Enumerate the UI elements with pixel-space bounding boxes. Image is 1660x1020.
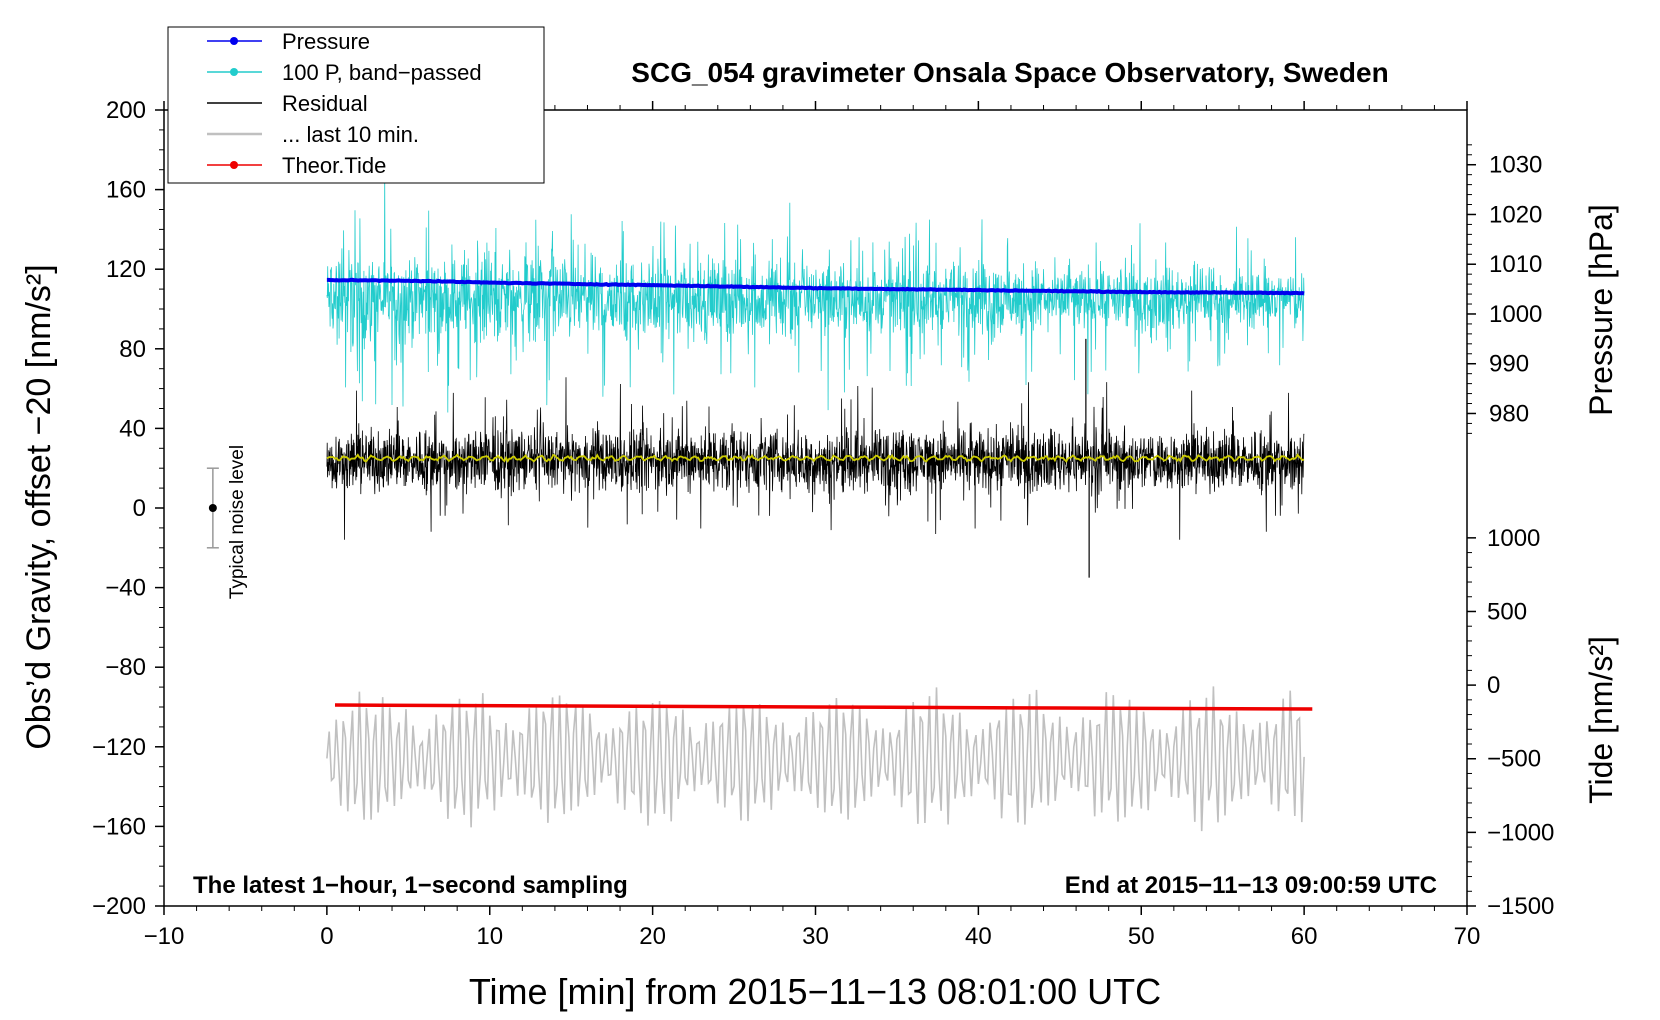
y-pressure-tick-label: 1020	[1489, 201, 1542, 228]
x-tick-label: 60	[1291, 923, 1318, 950]
series-smoothed-residual-line	[326, 453, 1305, 463]
y-left-tick-label: −40	[105, 575, 146, 602]
series-theor-tide-line	[334, 703, 1313, 711]
y-left-tick-label: 120	[106, 256, 146, 283]
y-tide-tick-label: −1500	[1487, 893, 1554, 920]
legend-swatch-marker	[230, 68, 238, 76]
y-axis-tide-label: Tide [nm/s²]	[1583, 636, 1619, 804]
y-left-tick-label: −80	[105, 654, 146, 681]
legend-swatch-marker	[230, 161, 238, 169]
y-tide-tick-label: −500	[1487, 746, 1541, 773]
annotation-end-time: End at 2015−11−13 09:00:59 UTC	[1065, 872, 1437, 899]
x-tick-label: 30	[802, 923, 829, 950]
annotation-latest-hour: The latest 1−hour, 1−second sampling	[193, 872, 628, 899]
y-pressure-tick-label: 980	[1489, 400, 1529, 427]
y-left-tick-label: −160	[92, 813, 146, 840]
x-tick-label: −10	[144, 923, 185, 950]
series-pressure-line	[326, 277, 1305, 296]
y-tide-tick-label: 1000	[1487, 525, 1540, 552]
legend-entry: ... last 10 min.	[207, 122, 419, 147]
legend-entry: Pressure	[207, 29, 370, 54]
legend-entry: Residual	[207, 91, 368, 116]
series-last-10-min-line	[326, 686, 1305, 832]
noise-level-label: Typical noise level	[227, 445, 248, 599]
legend-label: Pressure	[282, 29, 370, 54]
legend-entry: 100 P, band−passed	[207, 60, 482, 85]
y-pressure-tick-label: 990	[1489, 351, 1529, 378]
y-tide-tick-label: 0	[1487, 672, 1500, 699]
ticks-layer: −10 0 10 20 30 40 50 60 7020016012080400−40−80−1…	[92, 97, 1554, 950]
y-left-tick-label: 200	[106, 97, 146, 124]
series-layer	[206, 169, 1313, 832]
y-pressure-tick-label: 1030	[1489, 152, 1542, 179]
series-residual-line	[326, 377, 1305, 540]
x-tick-label: 0	[320, 923, 333, 950]
x-tick-label: 40	[965, 923, 992, 950]
noise-marker-dot	[208, 504, 217, 512]
legend-label: Residual	[282, 91, 368, 116]
x-tick-label: 20	[639, 923, 666, 950]
x-tick-label: 10	[476, 923, 503, 950]
x-axis-label: Time [min] from 2015−11−13 08:01:00 UTC	[469, 971, 1161, 1012]
legend-label: Theor.Tide	[282, 153, 386, 178]
y-axis-left-label: Obs’d Gravity, offset −20 [nm/s²]	[20, 264, 58, 749]
y-tide-tick-label: −1000	[1487, 819, 1554, 846]
y-pressure-tick-label: 1010	[1489, 251, 1542, 278]
legend-box	[167, 26, 545, 184]
y-left-tick-label: 160	[106, 177, 146, 204]
y-left-tick-label: 0	[133, 495, 146, 522]
y-tide-tick-label: 500	[1487, 598, 1527, 625]
y-axis-pressure-label: Pressure [hPa]	[1583, 204, 1619, 416]
y-left-tick-label: −120	[92, 734, 146, 761]
y-pressure-tick-label: 1000	[1489, 301, 1542, 328]
legend-swatch-marker	[230, 37, 238, 45]
chart-title: SCG_054 gravimeter Onsala Space Observat…	[631, 57, 1388, 88]
legend-label: ... last 10 min.	[282, 122, 419, 147]
legend: Pressure 100 P, band−passed Residual ... la…	[167, 26, 545, 184]
x-tick-label: 70	[1454, 923, 1481, 950]
series-bandpassed-pressure-line	[326, 169, 1305, 413]
x-tick-label: 50	[1128, 923, 1155, 950]
legend-label: 100 P, band−passed	[282, 60, 482, 85]
y-left-tick-label: 80	[119, 336, 146, 363]
y-left-tick-label: −200	[92, 893, 146, 920]
legend-entry: Theor.Tide	[207, 153, 386, 178]
y-left-tick-label: 40	[119, 415, 146, 442]
